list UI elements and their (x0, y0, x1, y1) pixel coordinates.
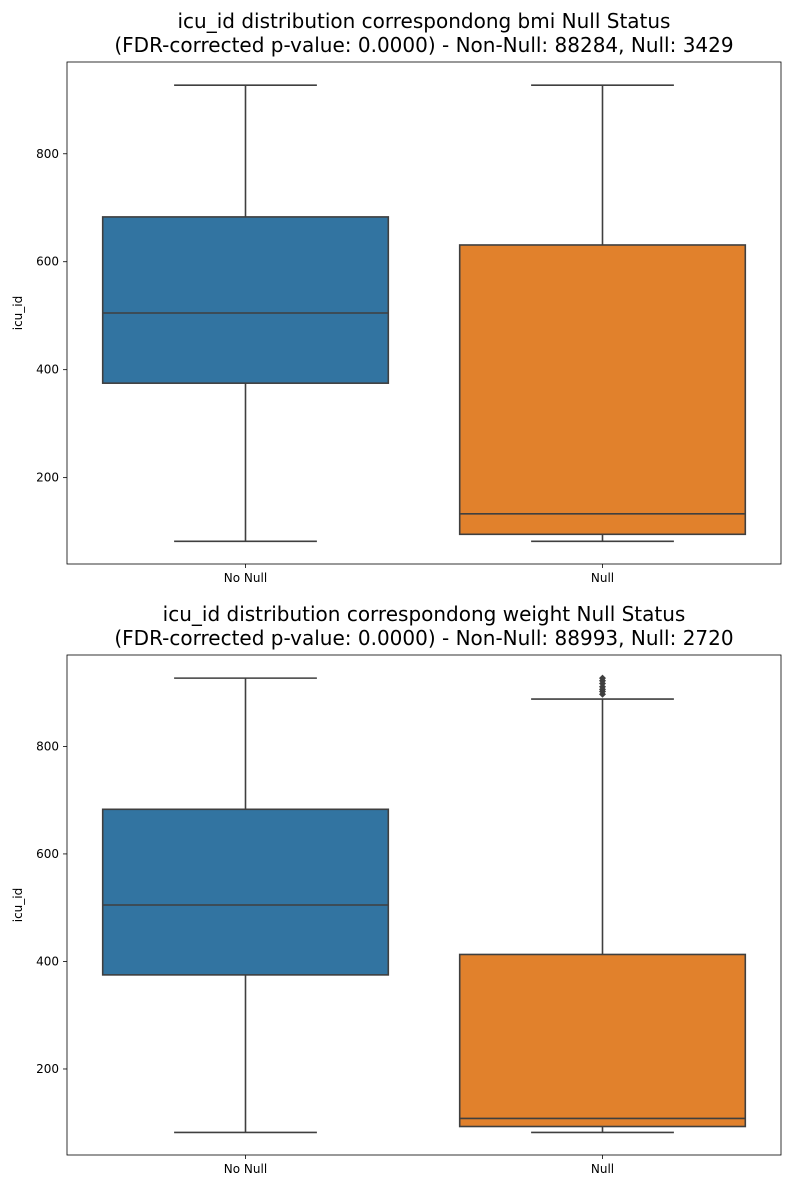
outlier-point (599, 674, 606, 682)
y-tick-label: 400 (36, 954, 59, 968)
y-tick-label: 600 (36, 255, 59, 269)
y-tick-label: 800 (36, 147, 59, 161)
chart-title: icu_id distribution correspondong bmi Nu… (178, 9, 671, 33)
y-tick-label: 200 (36, 471, 59, 485)
box-null (458, 674, 747, 1134)
chart-subtitle: (FDR-corrected p-value: 0.0000) - Non-Nu… (114, 626, 733, 650)
y-tick-label: 200 (36, 1062, 59, 1076)
box-no-null (101, 677, 390, 1134)
y-tick-label: 800 (36, 739, 59, 753)
iqr-box (458, 953, 747, 1128)
iqr-box (101, 808, 390, 976)
chart-panel-2: icu_id distribution correspondong weight… (11, 602, 782, 1176)
chart-panel-1: icu_id distribution correspondong bmi Nu… (11, 9, 782, 585)
x-tick-label: No Null (224, 571, 267, 585)
chart-subtitle: (FDR-corrected p-value: 0.0000) - Non-Nu… (114, 33, 733, 57)
chart-title: icu_id distribution correspondong weight… (163, 602, 686, 626)
box-no-null (101, 84, 390, 543)
y-tick-label: 400 (36, 363, 59, 377)
x-tick-label: Null (591, 571, 614, 585)
axes-frame (66, 654, 782, 1156)
y-axis-label: icu_id (11, 888, 25, 923)
iqr-box (458, 244, 747, 536)
iqr-box (101, 216, 390, 384)
axes-frame (66, 61, 782, 565)
y-tick-label: 600 (36, 847, 59, 861)
x-tick-label: No Null (224, 1162, 267, 1176)
box-null (458, 84, 747, 543)
y-axis-label: icu_id (11, 296, 25, 331)
x-tick-label: Null (591, 1162, 614, 1176)
